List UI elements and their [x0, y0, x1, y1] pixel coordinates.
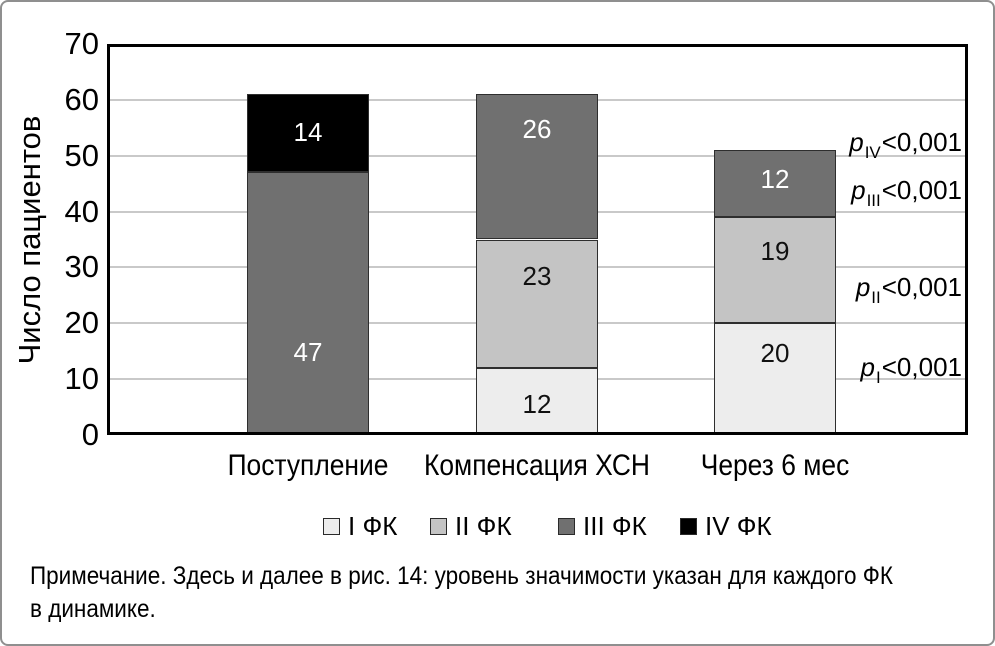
p-value-text: <0,001 — [881, 127, 962, 157]
p-value-text: <0,001 — [881, 272, 962, 302]
p-symbol: p — [849, 127, 864, 157]
y-tick-label: 60 — [64, 81, 99, 117]
y-tick-label: 50 — [64, 137, 99, 173]
bar-segment: 47 — [247, 172, 369, 435]
figure-note: Примечание. Здесь и далее в рис. 14: уро… — [30, 560, 984, 626]
p-symbol: p — [851, 175, 866, 205]
p-subscript: III — [866, 191, 881, 210]
x-category-label: Поступление — [227, 449, 389, 482]
bar-value-label: 20 — [760, 338, 790, 369]
y-tick-label: 0 — [81, 417, 99, 452]
bar-value-label: 23 — [522, 261, 552, 292]
p-value-annotation: pIII<0,001 — [851, 174, 962, 210]
p-value-text: <0,001 — [881, 175, 962, 205]
y-tick-label: 20 — [64, 305, 99, 341]
legend-label: I ФК — [348, 511, 398, 541]
bar-value-label: 47 — [293, 336, 323, 367]
legend-item: III ФК — [558, 513, 647, 539]
bar-segment: 12 — [476, 367, 598, 435]
legend-label: IV ФК — [705, 511, 772, 541]
legend-swatch-icon — [323, 517, 340, 535]
legend-swatch-icon — [680, 517, 697, 535]
bar-segment: 14 — [247, 94, 369, 173]
p-value-text: <0,001 — [881, 352, 962, 382]
legend-swatch-icon — [558, 517, 575, 535]
legend-swatch-icon — [430, 517, 447, 535]
legend-item: II ФК — [430, 513, 512, 539]
p-value-annotation: pIV<0,001 — [849, 126, 962, 162]
legend-item: IV ФК — [680, 513, 772, 539]
legend-item: I ФК — [323, 513, 397, 539]
y-tick-label: 40 — [64, 193, 99, 229]
bar-value-label: 26 — [522, 113, 552, 144]
x-category-label: Компенсация ХСН — [423, 449, 651, 482]
y-tick-label: 30 — [64, 249, 99, 285]
p-symbol: p — [855, 272, 871, 302]
y-tick-label: 10 — [64, 361, 99, 397]
bar-segment: 26 — [476, 94, 598, 240]
bar-value-label: 12 — [522, 388, 552, 419]
x-category-label: Через 6 мес — [700, 449, 850, 482]
bar-segment: 20 — [714, 323, 836, 435]
p-value-annotation: pI<0,001 — [861, 351, 962, 387]
p-subscript: IV — [864, 143, 881, 162]
bar-value-label: 12 — [760, 164, 790, 195]
legend-label: III ФК — [583, 511, 647, 541]
plot-area: 47 14 12 23 26 20 19 12 — [107, 44, 968, 435]
bar-value-label: 19 — [760, 236, 790, 267]
note-line-2: в динамике. — [30, 595, 156, 623]
p-value-annotation: pII<0,001 — [856, 271, 962, 307]
note-line-1: Примечание. Здесь и далее в рис. 14: уро… — [30, 562, 893, 590]
legend-label: II ФК — [455, 511, 512, 541]
bar-segment: 23 — [476, 239, 598, 368]
y-tick-label: 70 — [64, 26, 99, 61]
p-subscript: II — [871, 288, 881, 307]
bar-value-label: 14 — [293, 117, 323, 148]
bar-segment: 12 — [714, 150, 836, 218]
p-subscript: I — [876, 368, 881, 387]
p-symbol: p — [860, 352, 876, 382]
bar-segment: 19 — [714, 217, 836, 324]
